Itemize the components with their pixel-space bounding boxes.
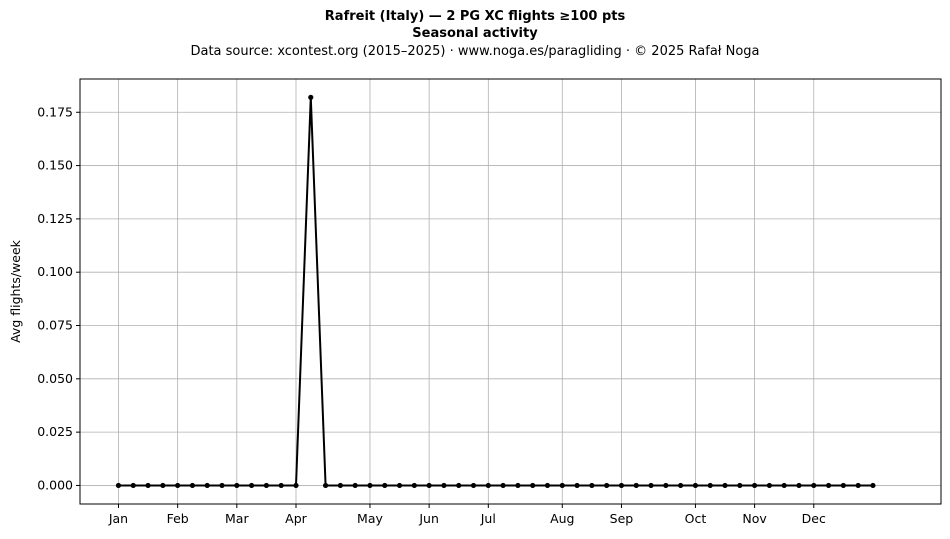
data-source-line: Data source: xcontest.org (2015–2025) · …	[190, 44, 760, 59]
data-point	[130, 482, 136, 489]
data-point	[544, 482, 551, 489]
data-point	[500, 482, 506, 489]
series-line	[118, 96, 873, 487]
data-point	[411, 482, 417, 489]
data-point	[648, 482, 654, 489]
x-tick-label: Feb	[167, 511, 189, 526]
data-point	[766, 482, 772, 489]
data-point	[337, 482, 343, 489]
data-point	[145, 482, 151, 489]
x-tick-label: Nov	[742, 511, 767, 526]
data-point	[485, 482, 491, 489]
data-point	[515, 482, 521, 489]
data-point	[160, 482, 166, 489]
data-point	[441, 482, 447, 489]
x-tick-label: Jul	[480, 511, 496, 526]
data-point	[115, 482, 122, 489]
data-point	[663, 482, 669, 489]
y-tick-label: 0.175	[37, 104, 73, 119]
data-point	[870, 482, 876, 489]
data-point	[559, 482, 565, 489]
data-point	[678, 482, 684, 489]
y-axis-label: Avg flights/week	[8, 239, 23, 343]
x-tick-label: Dec	[802, 511, 826, 526]
data-point	[722, 482, 728, 489]
data-point	[737, 482, 743, 489]
data-point	[781, 482, 787, 489]
data-point	[589, 482, 595, 489]
data-point	[249, 482, 255, 489]
data-point	[234, 482, 240, 489]
x-tick-label: Jan	[108, 511, 128, 526]
x-tick-label: Sep	[610, 511, 634, 526]
data-point	[707, 482, 713, 489]
data-point	[840, 482, 846, 489]
data-point	[796, 482, 802, 489]
data-point	[204, 482, 210, 489]
plot-frame	[79, 78, 942, 505]
y-tick-label: 0.125	[37, 211, 73, 226]
data-point	[811, 482, 817, 489]
x-tick-label: May	[357, 511, 383, 526]
chart-subtitle: Seasonal activity	[412, 26, 538, 41]
data-point	[618, 482, 625, 489]
data-point	[382, 482, 388, 489]
data-point	[278, 482, 284, 489]
data-point	[470, 482, 477, 489]
data-point	[322, 482, 329, 489]
x-tick-label: Oct	[685, 511, 707, 526]
data-point	[263, 482, 270, 489]
data-point	[352, 482, 358, 489]
y-tick-label: 0.100	[37, 264, 73, 279]
data-point	[574, 482, 580, 489]
data-point	[293, 482, 299, 489]
data-point	[633, 482, 639, 489]
data-point	[751, 482, 758, 489]
data-point	[692, 482, 699, 489]
y-tick-label: 0.025	[37, 424, 73, 439]
y-tick-label: 0.150	[37, 158, 73, 173]
data-point	[825, 482, 832, 489]
data-point	[530, 482, 536, 489]
y-tick-label: 0.050	[37, 371, 73, 386]
data-point	[396, 482, 403, 489]
data-point	[426, 482, 432, 489]
x-tick-label: Mar	[225, 511, 249, 526]
data-point	[189, 482, 196, 489]
x-tick-label: Apr	[285, 511, 307, 526]
data-point	[308, 94, 314, 100]
data-point	[456, 482, 462, 489]
x-tick-label: Aug	[550, 511, 574, 526]
x-tick-label: Jun	[418, 511, 439, 526]
y-tick-label: 0.075	[37, 318, 73, 333]
data-point	[367, 482, 373, 489]
data-point	[855, 482, 861, 489]
data-point	[219, 482, 225, 489]
chart-title: Rafreit (Italy) — 2 PG XC flights ≥100 p…	[324, 9, 626, 24]
y-tick-label: 0.000	[37, 477, 73, 492]
data-point	[175, 482, 181, 489]
data-point	[604, 482, 610, 489]
